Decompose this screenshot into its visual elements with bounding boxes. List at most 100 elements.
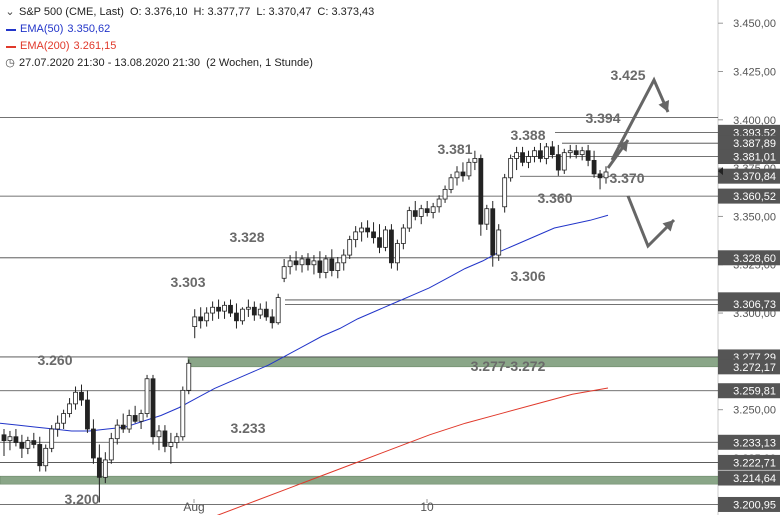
candle <box>442 185 448 203</box>
candle-body <box>13 436 19 443</box>
x-tick-label: Aug <box>183 500 204 514</box>
candle-body <box>394 243 400 264</box>
candle <box>174 432 180 449</box>
candle <box>394 239 400 271</box>
candle-body <box>198 316 204 322</box>
candle-body <box>520 152 525 163</box>
candle <box>573 144 579 159</box>
candle <box>1 429 7 457</box>
candle-body <box>216 306 221 312</box>
bullish-short-arrow <box>606 139 630 169</box>
ema50-line <box>0 214 609 432</box>
candle-body <box>603 171 609 179</box>
price-label-text: 3.360,52 <box>733 191 776 203</box>
candle-body <box>538 150 543 159</box>
price-label-text: 3.233,13 <box>733 437 776 449</box>
current-price-marker-icon <box>718 167 723 176</box>
price-label-text: 3.214,64 <box>733 473 776 485</box>
candle <box>257 303 263 319</box>
candle <box>138 409 144 430</box>
candle <box>597 170 603 190</box>
ema200-label: EMA(200) <box>20 40 70 52</box>
candle <box>210 301 216 321</box>
candle <box>281 258 287 283</box>
candle <box>389 224 394 269</box>
candle <box>579 146 585 161</box>
legend-ema50-row[interactable]: EMA(50) 3.350,62 <box>4 21 374 38</box>
price-label-text: 3.200,95 <box>733 499 776 511</box>
candle-body <box>543 146 549 159</box>
price-label-box <box>718 359 780 375</box>
annotation-label: 3.303 <box>170 274 205 290</box>
candle-body <box>108 438 114 461</box>
price-label-box <box>718 434 780 450</box>
candle-body <box>448 177 454 190</box>
candle <box>126 409 132 433</box>
candle-body <box>257 308 263 316</box>
candle-body <box>150 378 156 438</box>
candle-body <box>293 260 299 266</box>
candle-body <box>67 403 72 414</box>
candle-body <box>210 306 216 314</box>
candle-body <box>228 304 233 314</box>
candle-body <box>114 424 120 440</box>
candle-body <box>61 413 67 424</box>
candle-body <box>323 258 329 273</box>
candle-body <box>192 316 198 327</box>
candle <box>73 386 78 410</box>
candle <box>37 436 43 472</box>
price-label-box <box>718 149 780 165</box>
bearish-scenario-arrow <box>626 195 676 249</box>
candle <box>359 222 365 242</box>
candle-body <box>514 152 519 159</box>
candle <box>162 425 168 453</box>
arrow-head-icon <box>617 140 628 152</box>
ohlc-open: O: 3.376,10 <box>129 6 188 18</box>
candle <box>549 141 555 159</box>
candle <box>31 432 37 449</box>
candle <box>49 425 55 453</box>
legend-range-row: ◷ 27.07.2020 21:30 - 13.08.2020 21:30 (2… <box>4 55 374 72</box>
candle-body <box>7 436 13 442</box>
candle <box>353 226 359 248</box>
period-label: (2 Wochen, 1 Stunde) <box>206 57 313 69</box>
annotation-label: 3.425 <box>610 67 645 83</box>
candle-body <box>567 150 573 154</box>
candle <box>460 162 466 182</box>
collapse-chevron-icon[interactable]: ⌄ <box>5 6 15 18</box>
chart-legend: ⌄ S&P 500 (CME, Last) O: 3.376,10 H: 3.3… <box>4 4 374 72</box>
candle-body <box>597 173 603 179</box>
candle-body <box>526 156 531 163</box>
candle <box>245 299 251 317</box>
ohlc-high: H: 3.377,77 <box>193 6 251 18</box>
candle <box>108 432 114 464</box>
annotation-label: 3.328 <box>229 229 264 245</box>
candle-body <box>371 231 376 239</box>
candle-body <box>91 428 96 459</box>
price-label-text: 3.370,84 <box>733 171 776 183</box>
candle <box>484 204 490 230</box>
candle-body <box>412 210 418 217</box>
ema50-value: 3.350,62 <box>67 23 111 35</box>
candle-body <box>383 229 388 248</box>
legend-ema200-row[interactable]: EMA(200) 3.261,15 <box>4 38 374 55</box>
price-label-box <box>718 296 780 312</box>
candle <box>168 432 174 464</box>
candle <box>532 146 537 163</box>
legend-instrument-row: ⌄ S&P 500 (CME, Last) O: 3.376,10 H: 3.3… <box>4 4 374 21</box>
candle <box>543 143 549 165</box>
candle <box>305 253 311 271</box>
annotation-label: 3.277-3.272 <box>471 358 546 374</box>
candle <box>222 301 227 319</box>
ema50-swatch-icon <box>6 28 16 31</box>
candle-body <box>73 391 78 405</box>
candle <box>496 224 502 261</box>
annotation-label: 3.360 <box>537 190 572 206</box>
candle <box>561 148 567 174</box>
candle <box>192 309 198 339</box>
candle <box>234 303 239 329</box>
candle <box>96 444 102 503</box>
y-tick-label: 3.350,00 <box>733 211 776 223</box>
candle-body <box>1 434 7 442</box>
